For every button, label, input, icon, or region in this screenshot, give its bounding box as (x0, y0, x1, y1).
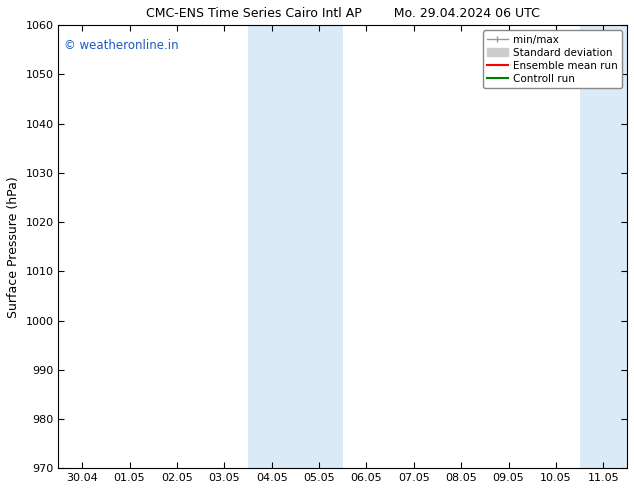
Bar (579, 25, 627, 468)
Y-axis label: Surface Pressure (hPa): Surface Pressure (hPa) (7, 176, 20, 318)
Legend: min/max, Standard deviation, Ensemble mean run, Controll run: min/max, Standard deviation, Ensemble me… (482, 30, 622, 88)
Bar (248, 25, 295, 468)
Bar (295, 25, 343, 468)
Text: © weatheronline.in: © weatheronline.in (64, 39, 179, 51)
Title: CMC-ENS Time Series Cairo Intl AP        Mo. 29.04.2024 06 UTC: CMC-ENS Time Series Cairo Intl AP Mo. 29… (146, 7, 540, 20)
